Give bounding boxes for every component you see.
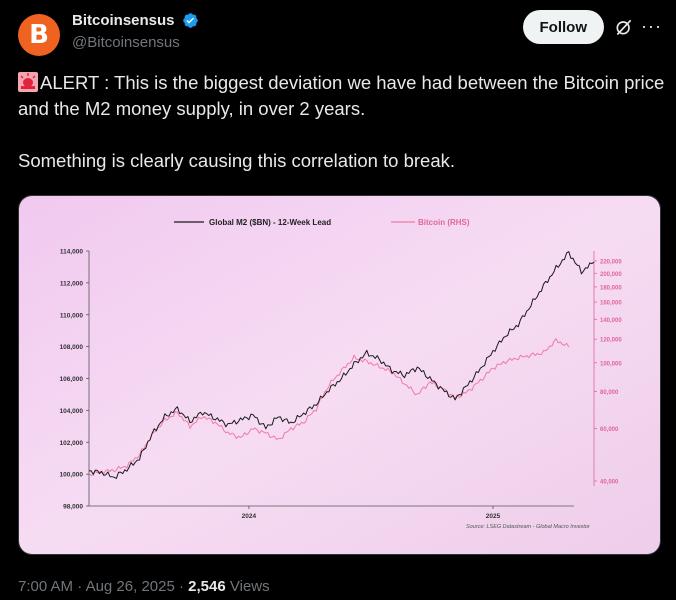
views-count: 2,546 — [188, 578, 226, 595]
right-axis-tick-label: 40,000 — [600, 480, 619, 486]
right-axis-tick-label: 160,000 — [600, 301, 622, 307]
legend-label-m2: Global M2 ($BN) - 12-Week Lead — [209, 218, 331, 227]
right-axis-tick-label: 100,000 — [600, 361, 622, 367]
left-axis-tick-label: 98,000 — [63, 504, 83, 511]
chart-background — [19, 196, 660, 554]
series-layer — [88, 251, 595, 479]
left-axis: 114,000 112,000 110,000 108,000 106,000 104,0… — [60, 249, 90, 511]
left-axis-tick-label: 102,000 — [60, 440, 84, 447]
x-axis: 2024 2025 — [89, 505, 574, 520]
legend-label-btc: Bitcoin (RHS) — [418, 218, 470, 227]
tweet-text-line-2: Something is clearly causing this correl… — [18, 150, 456, 171]
meta-separator: · — [178, 578, 189, 595]
handle[interactable]: @Bitcoinsensus — [72, 34, 180, 51]
more-dots-icon[interactable]: ··· — [641, 16, 662, 36]
tweet-meta: 7:00 AM · Aug 26, 2025 · 2,546 Views — [18, 578, 270, 595]
left-axis-tick-label: 108,000 — [60, 344, 84, 351]
right-axis-tick-label: 220,000 — [600, 260, 622, 266]
follow-button[interactable]: Follow — [522, 10, 604, 44]
author-names: Bitcoinsensus @Bitcoinsensus — [72, 12, 199, 51]
tweet-date[interactable]: Aug 26, 2025 — [85, 578, 175, 595]
chart-svg: Global M2 ($BN) - 12-Week Lead Bitcoin (R… — [19, 196, 660, 554]
series-line-bitcoin — [88, 338, 570, 476]
avatar-letter: B — [29, 20, 49, 50]
right-axis-tick-label: 200,000 — [600, 272, 622, 278]
tweet-time[interactable]: 7:00 AM — [18, 578, 74, 595]
views-label: Views — [229, 578, 270, 595]
right-axis-tick-label: 60,000 — [600, 427, 619, 433]
tweet-text-line-1: ALERT : This is the biggest deviation we… — [18, 72, 665, 119]
tweet-paragraph-1: ALERT : This is the biggest deviation we… — [18, 70, 666, 122]
left-axis-tick-label: 104,000 — [60, 408, 84, 415]
x-axis-tick-label: 2024 — [242, 513, 257, 520]
left-axis-tick-label: 112,000 — [60, 280, 84, 287]
display-name[interactable]: Bitcoinsensus — [72, 12, 175, 30]
right-axis-tick-label: 180,000 — [600, 285, 622, 291]
verified-badge-icon — [183, 13, 198, 29]
chart-image[interactable]: Global M2 ($BN) - 12-Week Lead Bitcoin (R… — [18, 195, 661, 555]
series-line-m2 — [88, 251, 595, 479]
tweet-body: ALERT : This is the biggest deviation we… — [18, 70, 666, 174]
siren-icon — [18, 72, 38, 92]
left-axis-tick-label: 106,000 — [60, 376, 84, 383]
right-axis-tick-label: 140,000 — [600, 318, 622, 324]
paragraph-gap — [18, 122, 666, 148]
left-axis-tick-label: 100,000 — [60, 472, 84, 479]
right-axis-tick-label: 80,000 — [600, 390, 619, 396]
right-axis: 220,000 200,000 180,000 160,000 140,000 120,0… — [593, 251, 622, 486]
left-axis-tick-label: 110,000 — [60, 312, 84, 319]
grok-icon[interactable] — [614, 17, 634, 37]
tweet-header: B Bitcoinsensus @Bitcoinsensus Follow ··… — [18, 10, 664, 60]
meta-separator: · — [77, 578, 86, 595]
x-axis-tick-label: 2025 — [486, 513, 501, 520]
chart-legend: Global M2 ($BN) - 12-Week Lead Bitcoin (R… — [174, 218, 470, 227]
chart-source: Source: LSEG Datastream - Global Macro I… — [466, 524, 591, 530]
left-axis-tick-label: 114,000 — [60, 249, 84, 256]
avatar[interactable]: B — [18, 14, 60, 56]
right-axis-tick-label: 120,000 — [600, 338, 622, 344]
